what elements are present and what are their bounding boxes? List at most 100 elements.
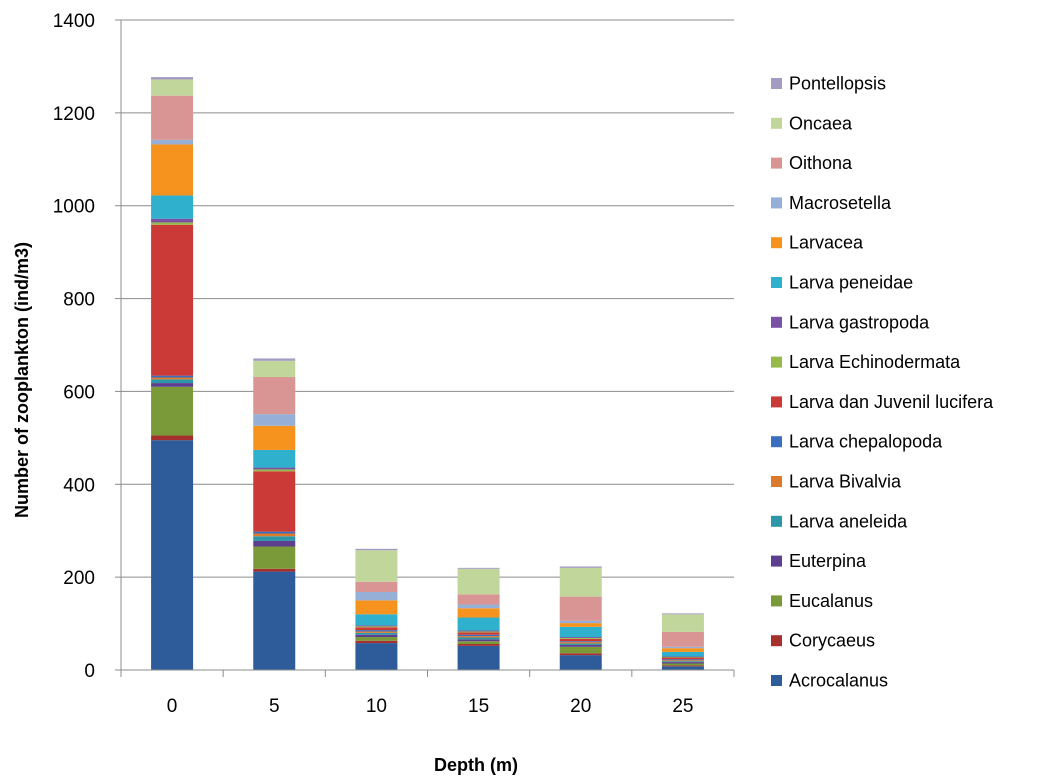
x-tick-label: 5 [269,696,280,717]
legend-swatch [771,476,782,487]
x-tick-label: 10 [366,696,387,717]
bar-segment [355,637,397,641]
legend-label: Larva dan Juvenil lucifera [789,392,994,412]
legend: PontellopsisOncaeaOithonaMacrosetellaLar… [771,74,994,691]
legend-item: Larva dan Juvenil lucifera [771,392,994,412]
bar-segment [458,608,500,617]
legend-swatch [771,436,782,447]
bar-segment [151,379,193,383]
bar-segment [560,566,602,567]
bar-segment [253,572,295,670]
legend-item: Pontellopsis [771,74,886,94]
legend-label: Larva gastropoda [789,312,930,332]
bar-segment [662,613,704,614]
legend-item: Larva gastropoda [771,312,930,332]
bar-segment [151,96,193,140]
bar-segment [151,376,193,378]
bar-segment [458,631,500,632]
bar-segment [355,625,397,626]
bar-segment [662,666,704,670]
bar-segment [151,387,193,436]
legend-swatch [771,595,782,606]
bar-segment [355,600,397,614]
legend-item: Larva Echinodermata [771,352,961,372]
y-tick-label: 0 [84,661,95,682]
bar-segment [662,632,704,647]
bar-segment [662,659,704,660]
bar-segment [458,631,500,632]
bar-segment [253,569,295,572]
bar-stack [560,566,602,670]
bar-stack [355,549,397,670]
bar-segment [253,468,295,470]
bar-segment [560,653,602,655]
bar-segment [253,534,295,537]
legend-swatch [771,396,782,407]
legend-swatch [771,277,782,288]
legend-label: Larva chepalopoda [789,432,943,452]
bar-segment [253,414,295,426]
bar-segment [458,594,500,604]
bar-segment [151,440,193,670]
bar-segment [560,655,602,670]
legend-item: Oithona [771,153,853,173]
bar-stack [253,358,295,670]
bar-segment [560,644,602,645]
bar-segment [458,638,500,640]
bar-segment [253,541,295,547]
legend-label: Euterpina [789,551,867,571]
bar-segment [151,196,193,219]
bar-segment [662,657,704,659]
bar-segment [151,79,193,95]
legend-item: Larva Bivalvia [771,472,902,492]
bar-segment [151,144,193,195]
bar-segment [560,627,602,637]
bar-segment [253,532,295,534]
legend-item: Larva chepalopoda [771,432,943,452]
y-tick-label: 200 [63,568,95,589]
bar-segment [560,623,602,627]
bar-segment [458,632,500,634]
bar-segment [151,140,193,145]
bar-segment [458,646,500,670]
legend-swatch [771,78,782,89]
bar-segment [662,664,704,666]
bar-segment [151,219,193,223]
bar-segment [355,582,397,592]
legend-label: Oithona [789,153,853,173]
bar-stack [458,568,500,670]
legend-item: Euterpina [771,551,867,571]
legend-item: Larva aneleida [771,511,908,531]
bar-segment [560,647,602,654]
bar-segment [355,627,397,630]
axes [115,20,734,677]
legend-label: Larvacea [789,233,864,253]
legend-label: Pontellopsis [789,74,886,94]
legend-label: Corycaeus [789,631,875,651]
legend-item: Larva peneidae [771,273,913,293]
x-tick-label: 20 [570,696,591,717]
bar-segment [662,662,704,663]
y-tick-label: 1200 [53,104,95,125]
legend-swatch [771,357,782,368]
bar-segment [662,660,704,661]
bar-segment [253,471,295,531]
bar-segment [355,641,397,643]
legend-swatch [771,158,782,169]
bar-segment [560,638,602,639]
bar-segment [560,642,602,643]
x-tick-label: 15 [468,696,489,717]
bar-segment [458,635,500,636]
legend-label: Larva Bivalvia [789,472,902,492]
bar-segment [458,636,500,637]
bar-segment [560,568,602,597]
bar-segment [662,652,704,657]
bar-segment [355,592,397,600]
gridlines [121,20,734,577]
legend-item: Macrosetella [771,193,892,213]
legend-swatch [771,516,782,527]
bar-segment [560,639,602,641]
bar-segment [355,614,397,625]
bar-segment [151,225,193,376]
